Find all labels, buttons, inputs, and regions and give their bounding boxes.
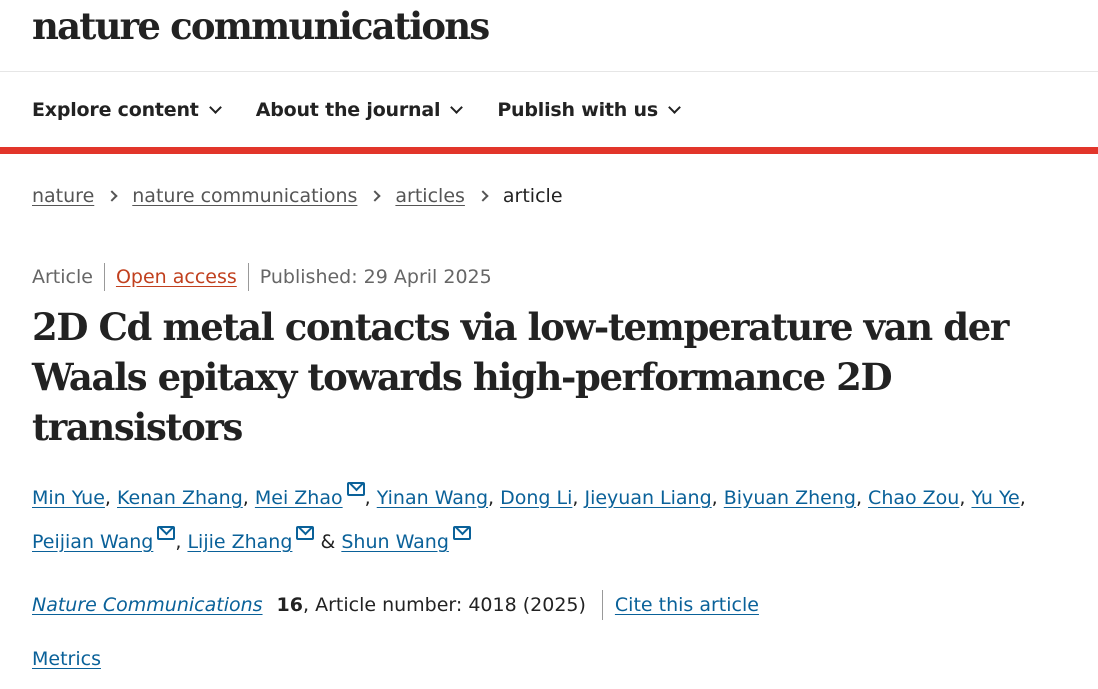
volume: 16 [276,594,303,616]
nav-about-journal[interactable]: About the journal [255,98,464,121]
chevron-right-icon [477,190,489,202]
breadcrumb: nature nature communications articles ar… [32,185,563,207]
site-header: nature communications [0,0,1098,72]
open-access-link[interactable]: Open access [103,263,248,291]
author-link[interactable]: Min Yue [32,487,105,509]
email-icon[interactable] [157,526,176,540]
author-link[interactable]: Dong Li [500,487,573,509]
main-nav: Explore content About the journal Publis… [0,72,1098,147]
journal-logo[interactable]: nature communications [32,4,490,48]
author-link[interactable]: Peijian Wang [32,531,154,553]
chevron-down-icon [208,100,222,114]
breadcrumb-current: article [502,185,563,207]
authors-joiner: & [320,531,336,553]
author-link[interactable]: Lijie Zhang [187,531,293,553]
author-link[interactable]: Biyuan Zheng [723,487,856,509]
article-title: 2D Cd metal contacts via low-temperature… [32,305,1009,449]
accent-bar [0,147,1098,154]
chevron-right-icon [369,190,382,202]
nav-explore-content[interactable]: Explore content [32,98,222,121]
author-link[interactable]: Mei Zhao [254,487,343,509]
nav-publish[interactable]: Publish with us [497,98,681,121]
metrics-link[interactable]: Metrics [32,648,101,670]
article-number: , Article number: 4018 (2025) [303,594,586,616]
author-link[interactable]: Yinan Wang [376,487,489,509]
cite-article-link[interactable]: Cite this article [614,594,759,616]
article-type: Article [32,266,93,288]
author-list: Min Yue, Kenan Zhang, Mei Zhao, Yinan Wa… [32,476,1082,564]
divider [601,590,603,620]
chevron-down-icon [450,100,464,114]
author-link[interactable]: Jieyuan Liang [584,487,712,509]
journal-name: Nature Communications [32,594,263,616]
nav-label: Explore content [32,98,199,121]
author-link[interactable]: Kenan Zhang [117,487,243,509]
published-date: Published: 29 April 2025 [247,263,503,291]
email-icon[interactable] [452,526,471,540]
nav-label: Publish with us [497,98,658,121]
chevron-down-icon [668,100,681,114]
breadcrumb-articles[interactable]: articles [395,185,465,207]
email-icon[interactable] [296,526,315,540]
breadcrumb-nature-communications[interactable]: nature communications [132,185,358,207]
journal-link[interactable]: Nature Communications [32,594,263,616]
author-link[interactable]: Shun Wang [341,531,449,553]
breadcrumb-nature[interactable]: nature [32,185,95,207]
citation-line: Nature Communications 16, Article number… [32,590,759,620]
nav-label: About the journal [255,98,441,121]
author-link[interactable]: Yu Ye [971,487,1020,509]
email-icon[interactable] [346,482,365,496]
chevron-right-icon [106,190,118,202]
author-link[interactable]: Chao Zou [868,487,960,509]
article-meta: Article Open access Published: 29 April … [32,263,503,291]
